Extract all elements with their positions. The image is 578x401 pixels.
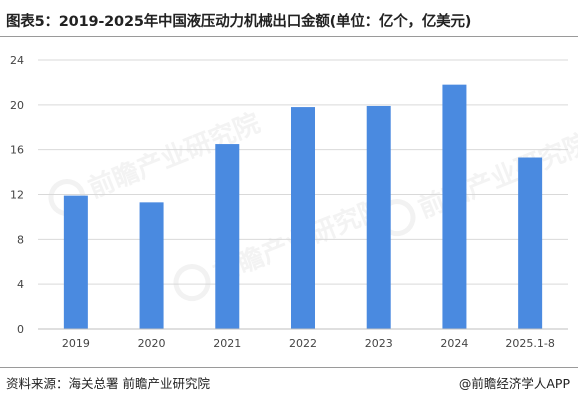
watermark-text: 前瞻产业研究院 [414,127,578,224]
y-tick-label: 8 [17,233,24,246]
y-axis: 0 4 8 12 16 20 24 [10,54,24,336]
chart-title: 图表5：2019-2025年中国液压动力机械出口金额(单位：亿个，亿美元) [6,14,472,30]
x-tick-label: 2022 [289,337,317,350]
y-tick-label: 4 [17,278,24,291]
title-divider [0,36,578,37]
x-tick-label: 2025.1-8 [505,337,554,350]
x-axis: 2019 2020 2021 2022 2023 2024 2025.1-8 [38,328,568,350]
x-tick-label: 2024 [440,337,468,350]
x-tick-label: 2023 [365,337,393,350]
watermark: 前瞻产业研究院 [378,127,578,237]
x-tick-label: 2019 [62,337,90,350]
footer-divider [0,367,578,368]
x-tick-label: 2021 [213,337,241,350]
bar-2024 [442,84,467,330]
bar-2025.1-8 [518,157,543,329]
publisher-credit: @前瞻经济学人APP [458,376,570,391]
bar-2019 [63,195,88,329]
y-tick-label: 24 [10,54,24,67]
y-tick-label: 20 [10,99,24,112]
y-tick-label: 12 [10,189,24,202]
y-tick-label: 0 [17,323,24,336]
bar-2020 [139,202,164,329]
source-note: 资料来源：海关总署 前瞻产业研究院 [6,376,210,391]
bar-2022 [291,107,315,329]
y-tick-label: 16 [10,144,24,157]
bar-2023 [366,105,391,330]
watermark: 前瞻产业研究院 [173,192,389,302]
bar-2021 [215,144,240,329]
x-tick-label: 2020 [138,337,166,350]
bars [63,84,543,330]
watermark-logo-icon [173,264,211,302]
